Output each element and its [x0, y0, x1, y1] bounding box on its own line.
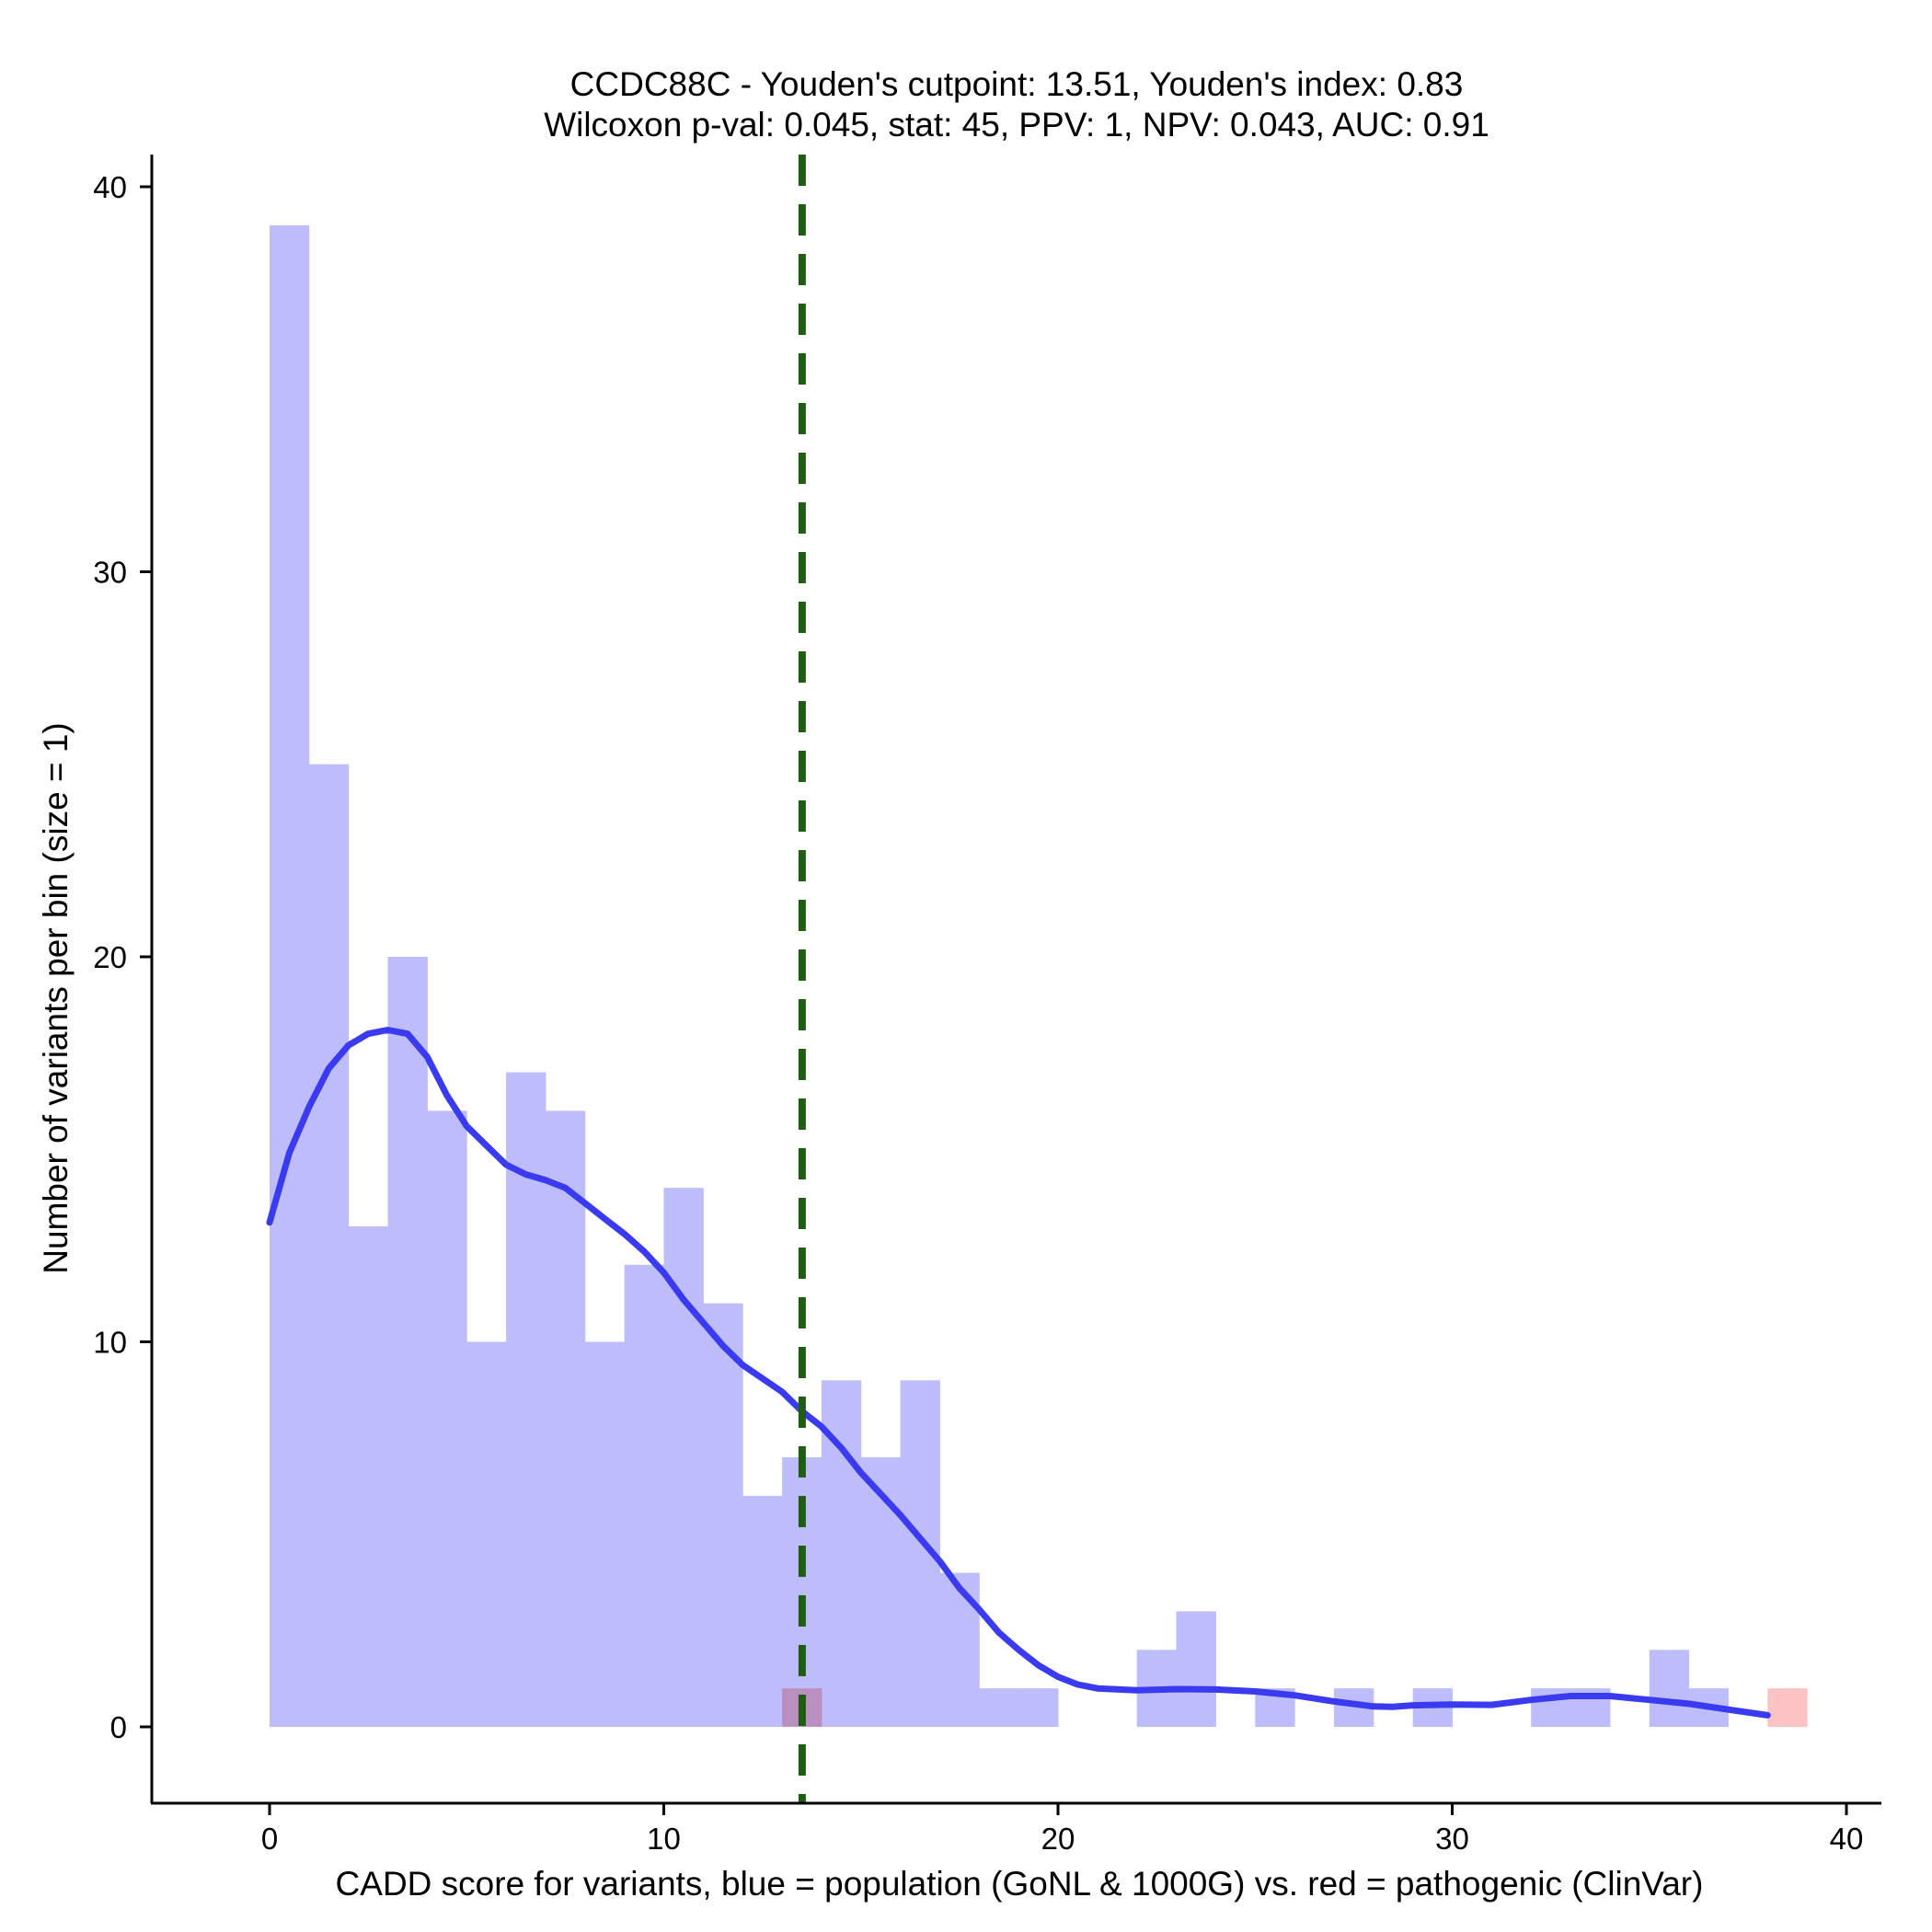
y-tick-label: 30: [93, 556, 127, 590]
x-tick-label: 20: [1041, 1822, 1075, 1856]
x-ticks: 0 10 20 30 40: [261, 1803, 1864, 1856]
y-tick-label: 20: [93, 940, 127, 974]
population-bar: [545, 1110, 586, 1727]
y-tick-label: 40: [93, 170, 127, 204]
y-tick-label: 0: [110, 1710, 127, 1744]
population-bar: [1018, 1688, 1059, 1727]
population-bar: [270, 224, 310, 1728]
population-bar: [703, 1303, 743, 1727]
y-tick-label: 10: [93, 1326, 127, 1360]
pathogenic-bar: [1767, 1688, 1808, 1727]
population-bar: [308, 764, 350, 1727]
population-bar: [663, 1188, 704, 1727]
population-bar: [939, 1572, 980, 1727]
population-bar: [348, 1225, 389, 1727]
population-bar: [979, 1688, 1019, 1727]
population-bar: [860, 1457, 902, 1727]
population-bar: [466, 1341, 507, 1727]
y-axis-label: Number of variants per bin (size = 1): [37, 722, 75, 1273]
population-bar: [427, 1110, 467, 1727]
density-curve: [266, 1027, 1771, 1719]
population-bar: [387, 957, 428, 1727]
x-tick-label: 30: [1435, 1822, 1469, 1856]
population-bar: [742, 1495, 783, 1727]
x-tick-label: 40: [1830, 1822, 1864, 1856]
chart-title-line-1: CCDC88C - Youden's cutpoint: 13.51, Youd…: [570, 65, 1464, 103]
population-bar: [584, 1341, 626, 1727]
x-tick-label: 0: [261, 1822, 278, 1856]
population-bar: [1649, 1650, 1690, 1727]
population-bars: [270, 224, 1729, 1728]
population-bar: [1176, 1611, 1216, 1727]
y-ticks: 0 10 20 30 40: [93, 170, 152, 1744]
x-tick-label: 10: [647, 1822, 681, 1856]
population-bar: [624, 1264, 664, 1727]
x-axis-label: CADD score for variants, blue = populati…: [336, 1865, 1704, 1903]
chart-title-line-2: Wilcoxon p-val: 0.045, stat: 45, PPV: 1,…: [544, 106, 1489, 144]
